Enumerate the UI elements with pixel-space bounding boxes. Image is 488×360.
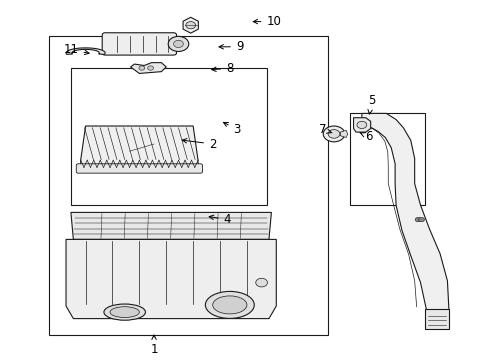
Text: 4: 4 xyxy=(209,213,231,226)
Circle shape xyxy=(418,217,424,222)
Ellipse shape xyxy=(205,292,254,318)
Polygon shape xyxy=(361,113,448,329)
Bar xyxy=(349,113,425,205)
Text: 1: 1 xyxy=(150,335,158,356)
Bar xyxy=(49,36,327,335)
FancyBboxPatch shape xyxy=(102,33,176,55)
Ellipse shape xyxy=(212,296,246,314)
Text: 10: 10 xyxy=(253,15,281,28)
Circle shape xyxy=(173,40,183,48)
Text: 7: 7 xyxy=(318,123,331,136)
Circle shape xyxy=(327,130,339,138)
Text: 2: 2 xyxy=(182,138,216,150)
Text: 5: 5 xyxy=(367,94,375,114)
Polygon shape xyxy=(66,239,276,319)
Ellipse shape xyxy=(110,307,139,318)
Circle shape xyxy=(255,278,267,287)
Circle shape xyxy=(147,66,153,70)
Circle shape xyxy=(414,217,420,222)
Ellipse shape xyxy=(104,304,145,320)
Circle shape xyxy=(185,22,195,29)
Text: 6: 6 xyxy=(359,130,372,143)
Circle shape xyxy=(139,66,144,70)
FancyBboxPatch shape xyxy=(76,164,202,173)
Bar xyxy=(424,309,448,329)
Circle shape xyxy=(168,36,188,51)
Polygon shape xyxy=(353,118,370,132)
Text: 3: 3 xyxy=(223,122,241,136)
Polygon shape xyxy=(130,63,166,73)
Text: 8: 8 xyxy=(211,62,233,75)
Text: 9: 9 xyxy=(219,40,243,53)
Polygon shape xyxy=(71,212,271,239)
Circle shape xyxy=(323,126,344,142)
Polygon shape xyxy=(66,48,105,54)
Bar xyxy=(71,68,266,205)
Polygon shape xyxy=(81,126,198,167)
Text: 11: 11 xyxy=(63,43,89,56)
Circle shape xyxy=(356,121,366,129)
Polygon shape xyxy=(340,130,347,138)
Polygon shape xyxy=(183,17,198,33)
